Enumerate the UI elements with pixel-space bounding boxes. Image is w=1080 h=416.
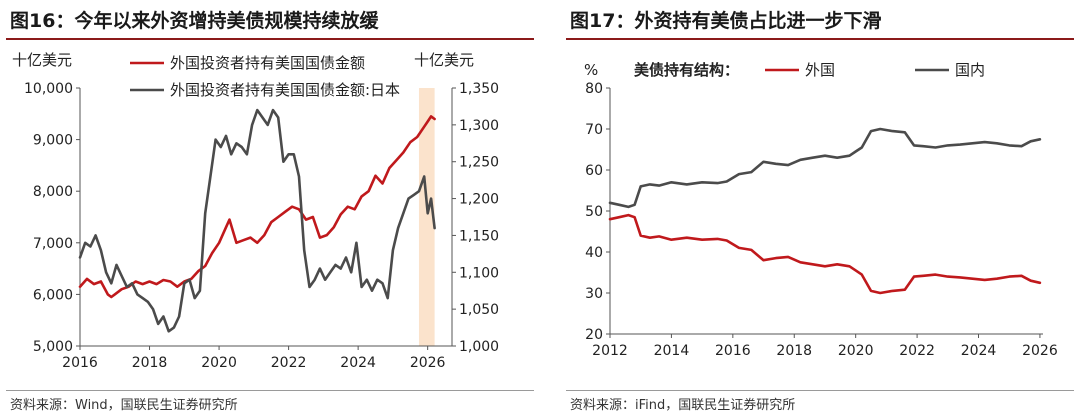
legend-title: 美债持有结构： xyxy=(634,61,739,79)
series-line-2 xyxy=(608,127,1042,209)
legend-label-2: 外国投资者持有美国国债金额:日本 xyxy=(170,81,400,99)
x-tick-label: 2022 xyxy=(271,355,307,371)
left-unit-label: % xyxy=(584,61,598,79)
left-unit-label: 十亿美元 xyxy=(12,51,72,69)
x-tick-label: 2014 xyxy=(654,343,690,359)
legend-label-2: 国内 xyxy=(955,61,985,79)
x-tick-label: 2026 xyxy=(1022,343,1058,359)
figure-16-title-rule xyxy=(6,38,534,40)
y-tick-label-left: 50 xyxy=(585,204,603,220)
series-line-1 xyxy=(608,213,1042,295)
y-tick-label-right: 1,350 xyxy=(459,81,499,97)
y-tick-label-right: 1,050 xyxy=(459,302,499,318)
y-tick-label-left: 40 xyxy=(585,245,603,261)
y-tick-label-left: 6,000 xyxy=(33,287,73,303)
figure-17-footer-rule xyxy=(566,390,1074,391)
y-tick-label-left: 10,000 xyxy=(24,81,73,97)
x-tick-label: 2016 xyxy=(715,343,751,359)
y-tick-label-right: 1,100 xyxy=(459,265,499,281)
highlight-band xyxy=(418,88,435,346)
x-tick-label: 2026 xyxy=(410,355,446,371)
y-tick-label-right: 1,200 xyxy=(459,192,499,208)
y-tick-label-right: 1,300 xyxy=(459,118,499,134)
x-tick-label: 2012 xyxy=(592,343,628,359)
figure-17-source: 资料来源：iFind，国联民生证券研究所 xyxy=(570,398,796,413)
figure-16-chart: 5,000 6,000 7,000 8,000 9,000 10,000 1,000 1,05… xyxy=(12,51,499,371)
x-tick-label: 2024 xyxy=(961,343,997,359)
figure-17-title-rule xyxy=(566,38,1074,40)
y-tick-label-right: 1,000 xyxy=(459,339,499,355)
y-tick-label-left: 8,000 xyxy=(33,184,73,200)
x-tick-label: 2018 xyxy=(132,355,168,371)
figure-17-panel: 图17：外资持有美债占比进一步下滑 20 30 40 50 60 70 80 2012 2014… xyxy=(560,0,1080,416)
y-tick-label-left: 70 xyxy=(585,122,603,138)
y-tick-label-left: 5,000 xyxy=(33,339,73,355)
y-tick-label-left: 30 xyxy=(585,286,603,302)
y-tick-label-left: 9,000 xyxy=(33,133,73,149)
y-tick-label-left: 20 xyxy=(585,327,603,343)
figure-17-title: 图17：外资持有美债占比进一步下滑 xyxy=(570,10,882,32)
series-line-2 xyxy=(78,108,436,333)
figure-16-panel: 图16：今年以来外资增持美债规模持续放缓 5,000 6,000 7,000 8,00… xyxy=(6,10,534,413)
figure-16-footer-rule xyxy=(6,390,534,391)
y-tick-label-left: 60 xyxy=(585,163,603,179)
y-tick-label-right: 1,250 xyxy=(459,155,499,171)
y-tick-label-right: 1,150 xyxy=(459,228,499,244)
series-line-1 xyxy=(78,115,436,299)
legend-label-1: 外国投资者持有美国国债金额 xyxy=(170,54,365,72)
y-tick-label-left: 80 xyxy=(585,81,603,97)
x-tick-label: 2016 xyxy=(62,355,98,371)
x-tick-label: 2020 xyxy=(838,343,874,359)
figure-16-title: 图16：今年以来外资增持美债规模持续放缓 xyxy=(10,10,379,32)
y-tick-label-left: 7,000 xyxy=(33,236,73,252)
figure-17-chart: 20 30 40 50 60 70 80 2012 2014 2016 2018 2020 2022 20… xyxy=(584,61,1058,359)
legend-label-1: 外国 xyxy=(805,61,835,79)
right-unit-label: 十亿美元 xyxy=(414,51,474,69)
x-tick-label: 2022 xyxy=(899,343,935,359)
x-tick-label: 2024 xyxy=(340,355,376,371)
x-tick-label: 2018 xyxy=(776,343,812,359)
x-tick-label: 2020 xyxy=(201,355,237,371)
figure-16-source: 资料来源：Wind，国联民生证券研究所 xyxy=(10,398,238,413)
